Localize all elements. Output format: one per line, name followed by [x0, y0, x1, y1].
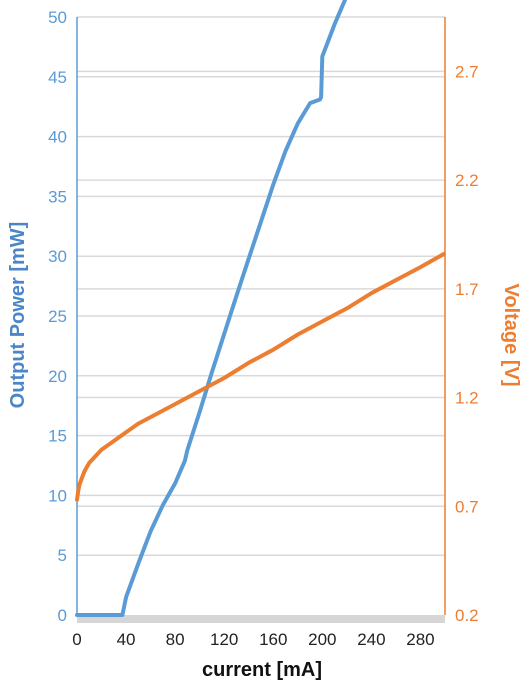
x-tick-label: 40 [117, 630, 136, 649]
y-right-tick-label: 2.7 [455, 62, 479, 81]
x-tick-label: 160 [259, 630, 287, 649]
series-line-voltage [75, 252, 446, 502]
y-left-tick-label: 40 [48, 128, 67, 147]
y-left-tick-label: 5 [58, 546, 67, 565]
series [75, 0, 446, 617]
y-left-tick-label: 25 [48, 307, 67, 326]
axes [76, 17, 446, 623]
gridlines [77, 16, 445, 556]
y-right-tick-label: 0.7 [455, 497, 479, 516]
x-tick-label: 240 [357, 630, 385, 649]
x-tick-label: 200 [308, 630, 336, 649]
y-left-tick-label: 50 [48, 8, 67, 27]
x-tick-label: 0 [72, 630, 81, 649]
y-right-tick-label: 0.2 [455, 606, 479, 625]
x-tick-label: 120 [210, 630, 238, 649]
y-axis-left-title: Output Power [mW] [7, 222, 29, 409]
x-tick-label: 80 [166, 630, 185, 649]
x-axis-band [77, 615, 445, 623]
y-axis-right-title: Voltage [V] [500, 284, 522, 387]
series-line-output-power [75, 0, 348, 617]
y-left-tick-label: 35 [48, 187, 67, 206]
y-right-tick-label: 1.7 [455, 280, 479, 299]
tick-labels: 0 5 10 15 20 25 30 35 40 45 50 0.2 0.7 1.2 1.7 2.2 2.7 0 4… [48, 8, 479, 649]
y-left-tick-label: 15 [48, 427, 67, 446]
x-tick-label: 280 [406, 630, 434, 649]
y-left-tick-label: 45 [48, 68, 67, 87]
y-left-tick-label: 30 [48, 247, 67, 266]
y-right-tick-label: 2.2 [455, 171, 479, 190]
y-left-tick-label: 0 [58, 606, 67, 625]
y-right-tick-label: 1.2 [455, 389, 479, 408]
y-left-tick-label: 20 [48, 367, 67, 386]
x-axis-title: current [mA] [202, 659, 322, 681]
y-left-tick-label: 10 [48, 486, 67, 505]
